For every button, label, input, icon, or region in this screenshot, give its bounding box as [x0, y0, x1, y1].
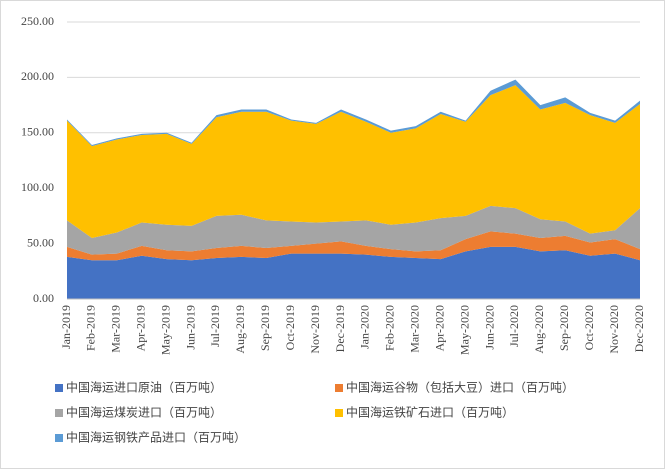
legend-label: 中国海运进口原油（百万吨）	[66, 380, 222, 395]
x-tick-label: Aug-2020	[532, 305, 546, 354]
x-tick-label: May-2020	[457, 305, 471, 355]
area	[67, 205, 640, 255]
x-tick-label: Jan-2019	[59, 305, 73, 349]
legend-swatch	[335, 384, 343, 392]
x-tick-label: Oct-2020	[582, 305, 596, 350]
legend-swatch	[55, 434, 63, 442]
x-tick-label: Jul-2019	[208, 305, 222, 347]
x-tick-label: Jul-2020	[507, 305, 521, 347]
legend-label: 中国海运铁矿石进口（百万吨）	[346, 405, 514, 420]
legend-swatch	[335, 409, 343, 417]
x-tick-label: Oct-2019	[283, 305, 297, 350]
x-tick-label: Feb-2020	[383, 305, 397, 351]
x-tick-label: Jun-2020	[482, 305, 496, 350]
x-tick-label: Jan-2020	[358, 305, 372, 349]
legend-label: 中国海运钢铁产品进口（百万吨）	[66, 430, 246, 445]
legend-label: 中国海运谷物（包括大豆）进口（百万吨）	[346, 380, 574, 395]
y-tick-label: 150.00	[21, 125, 54, 139]
y-tick-label: 100.00	[21, 180, 54, 194]
y-tick-label: 250.00	[21, 14, 54, 28]
x-tick-label: Sep-2019	[258, 305, 272, 351]
x-tick-label: Mar-2020	[408, 305, 422, 353]
x-tick-label: May-2019	[158, 305, 172, 355]
x-tick-label: Nov-2020	[607, 305, 621, 354]
x-tick-label: Dec-2020	[632, 305, 646, 352]
legend-swatch	[55, 409, 63, 417]
legend-label: 中国海运煤炭进口（百万吨）	[66, 405, 222, 420]
area	[67, 246, 640, 299]
x-tick-label: Dec-2019	[333, 305, 347, 352]
x-tick-label: Sep-2020	[557, 305, 571, 351]
y-tick-label: 0.00	[33, 291, 54, 305]
x-tick-label: Apr-2020	[432, 305, 446, 351]
area	[67, 231, 640, 261]
x-tick-label: Aug-2019	[233, 305, 247, 354]
y-tick-label: 50.00	[27, 235, 54, 249]
legend-swatch	[55, 384, 63, 392]
x-tick-label: Mar-2019	[109, 305, 123, 353]
y-tick-label: 200.00	[21, 69, 54, 83]
area	[67, 85, 640, 239]
x-tick-label: Apr-2019	[133, 305, 147, 351]
x-tick-label: Nov-2019	[308, 305, 322, 354]
x-tick-label: Jun-2019	[183, 305, 197, 350]
x-tick-label: Feb-2019	[84, 305, 98, 351]
